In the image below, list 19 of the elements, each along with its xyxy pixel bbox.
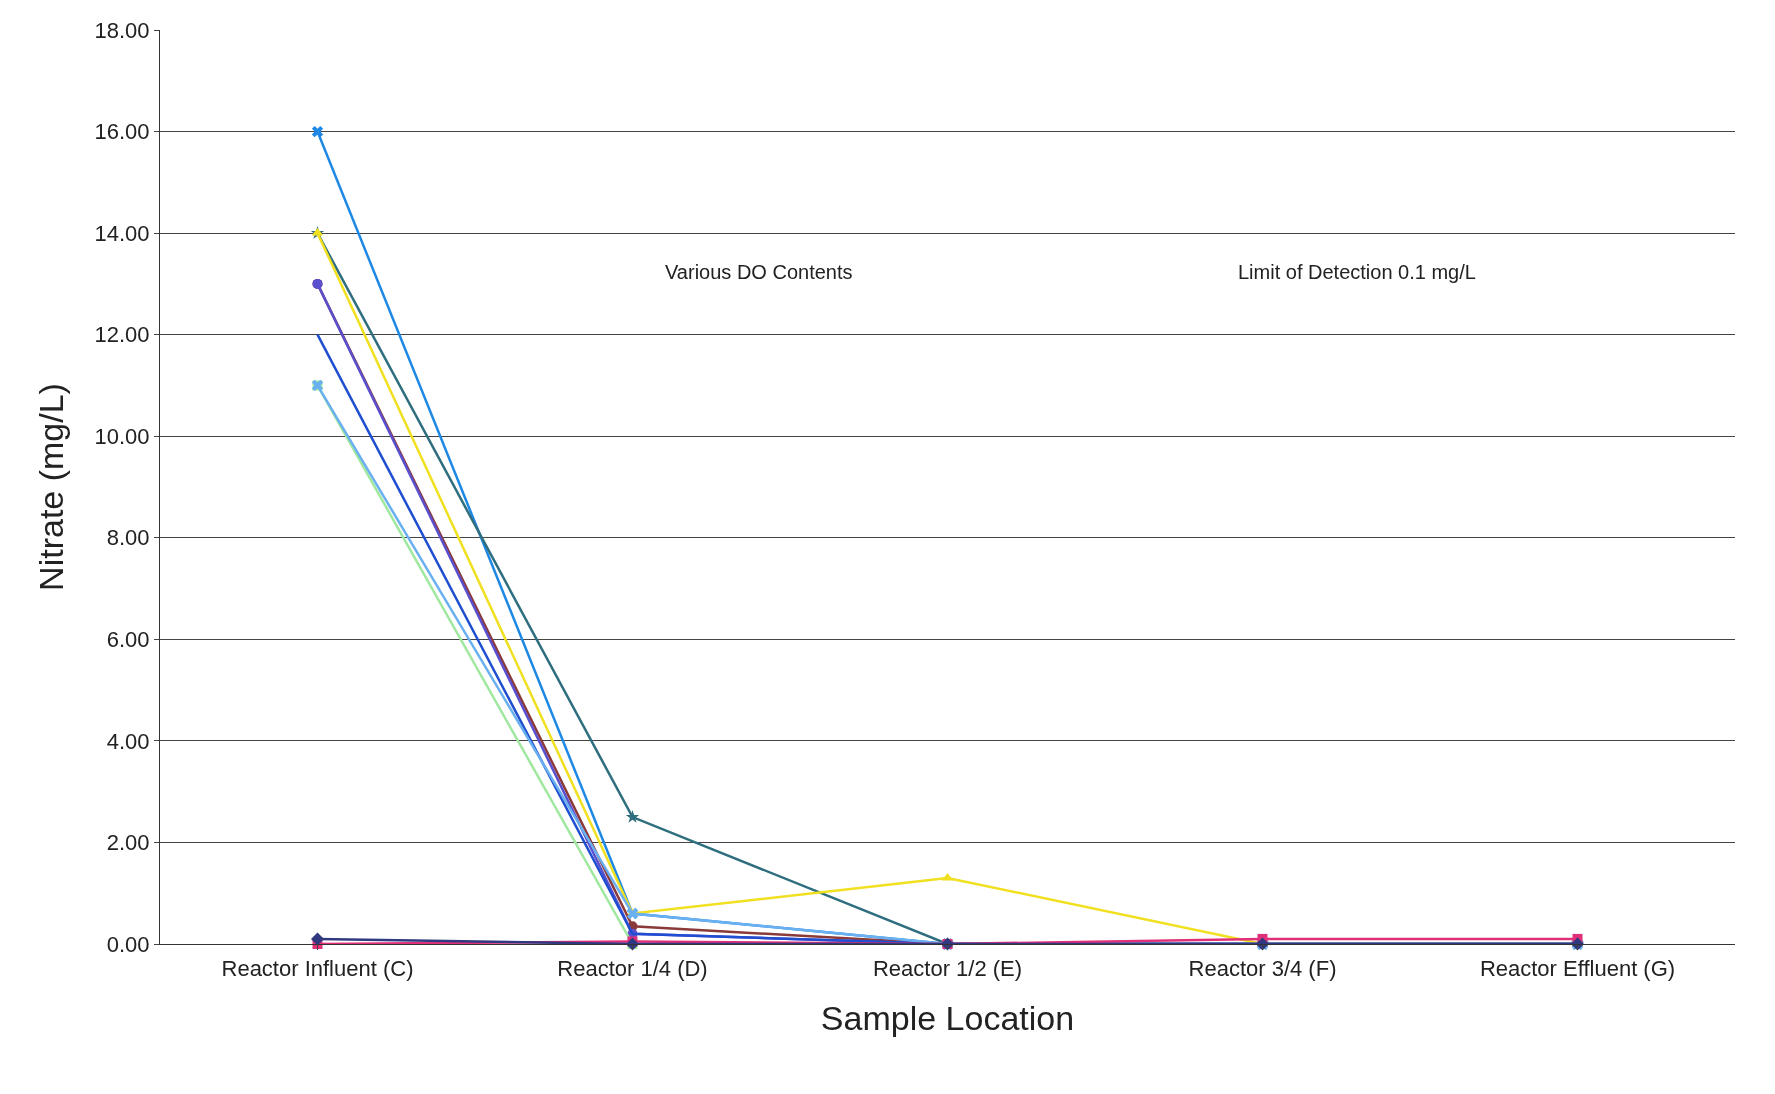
y-tick-label: 10.00 — [94, 423, 150, 449]
y-tick-label: 4.00 — [106, 728, 150, 754]
y-tick-label: 2.00 — [106, 830, 150, 856]
annotation: Limit of Detection 0.1 mg/L — [1238, 261, 1476, 283]
x-tick-label: Reactor 1/4 (D) — [557, 956, 708, 982]
y-tick-label: 0.00 — [106, 931, 150, 957]
y-axis-title: Nitrate (mg/L) — [32, 383, 71, 591]
x-tick-label: Reactor 3/4 (F) — [1188, 956, 1337, 982]
x-tick-label: Reactor Influent (C) — [221, 956, 414, 982]
y-tick-label: 8.00 — [106, 525, 150, 551]
y-tick-label: 16.00 — [94, 119, 150, 145]
y-tick-label: 6.00 — [106, 627, 150, 653]
x-tick-label: Reactor Effluent (G) — [1479, 956, 1676, 982]
annotation: Various DO Contents — [665, 261, 853, 283]
y-tick-label: 14.00 — [94, 220, 150, 246]
x-tick-label: Reactor 1/2 (E) — [872, 956, 1023, 982]
y-tick-label: 12.00 — [94, 322, 150, 348]
x-axis-title: Sample Location — [820, 998, 1075, 1037]
y-tick-label: 18.00 — [94, 17, 150, 43]
